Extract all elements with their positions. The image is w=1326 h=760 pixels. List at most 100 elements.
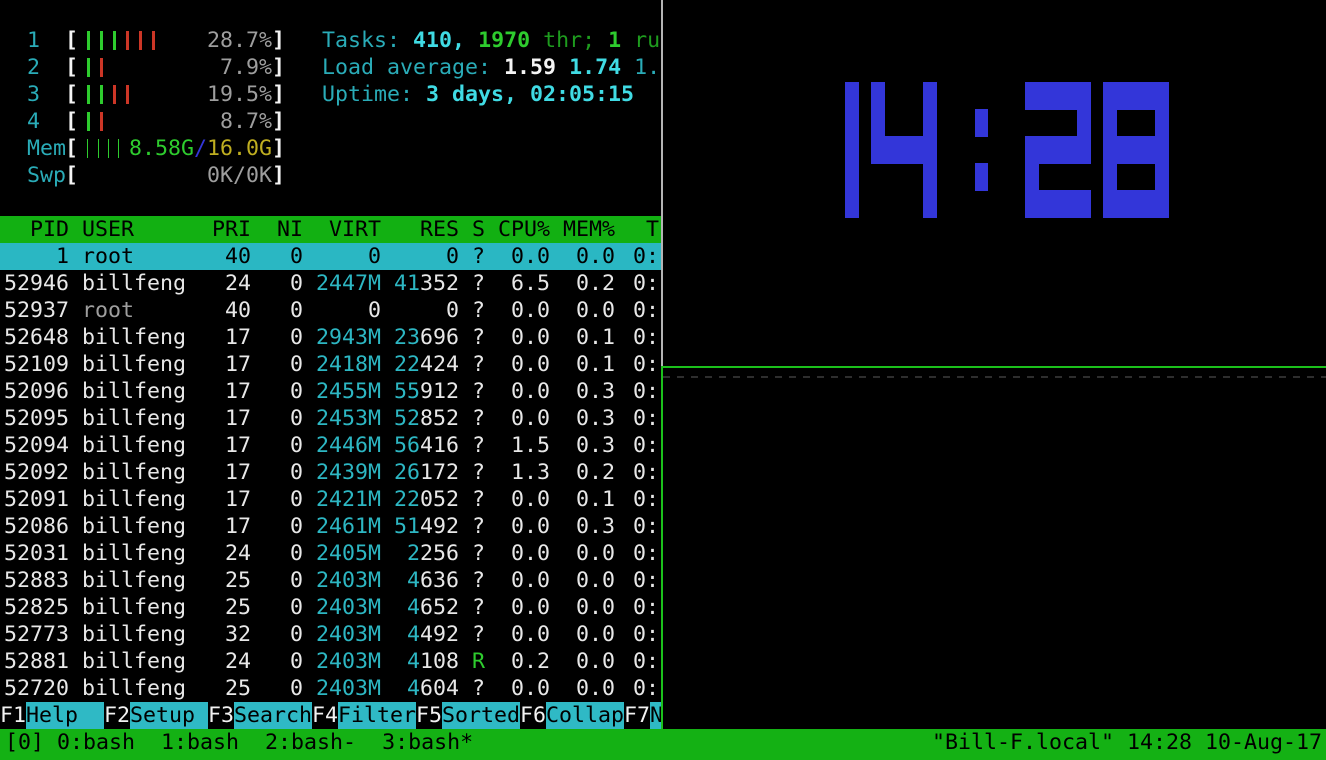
process-row[interactable]: 52109 billfeng 17 0 2418M 22424? 0.0 0.1 0: bbox=[0, 351, 661, 378]
cell-gap bbox=[69, 351, 82, 378]
tmux-window-tab[interactable]: 0:bash bbox=[57, 730, 136, 755]
process-row[interactable]: 52881 billfeng 24 0 2403M 4108 R 0.2 0.0 0: bbox=[0, 648, 661, 675]
shell-pane[interactable]: ► hostnameBill-F.local► pwd/Users/billfe… bbox=[663, 368, 1326, 729]
cell-pid: 52091 bbox=[4, 487, 70, 512]
process-row[interactable]: 52946 billfeng 24 0 2447M 41352? 6.5 0.2 0: bbox=[0, 270, 661, 297]
cell-mem: 0.2 bbox=[575, 271, 615, 296]
cell-user: billfeng bbox=[82, 595, 187, 620]
process-row[interactable]: 52883 billfeng 25 0 2403M 4636? 0.0 0.0 0: bbox=[0, 567, 661, 594]
cell-time: 0: bbox=[632, 352, 659, 377]
cell-time: 0: bbox=[632, 595, 659, 620]
meter-bar bbox=[139, 31, 143, 50]
cell-state: R bbox=[471, 649, 485, 674]
cell-pri: 25 bbox=[224, 676, 251, 701]
process-row[interactable]: 52937 root 40 0 0 0? 0.0 0.0 0: bbox=[0, 297, 661, 324]
pane-divider-vertical-active[interactable] bbox=[661, 366, 663, 729]
process-row[interactable]: 52086 billfeng 17 0 2461M 51492? 0.0 0.3 0: bbox=[0, 513, 661, 540]
clock-colon bbox=[975, 82, 988, 217]
column-header-pri[interactable]: PRI bbox=[211, 217, 251, 242]
cell-state: ? bbox=[471, 298, 485, 323]
cell-res: 4636 bbox=[406, 568, 459, 593]
cell-pid: 52720 bbox=[4, 676, 70, 701]
meter-label: 1 bbox=[27, 28, 41, 53]
column-header-mem[interactable]: MEM% bbox=[562, 217, 615, 242]
cell-virt: 2943M bbox=[315, 325, 381, 350]
uptime-line: Uptime: 3 days, 02:05:15 bbox=[322, 81, 660, 108]
process-row[interactable]: 52031 billfeng 24 0 2405M 2256? 0.0 0.0 0: bbox=[0, 540, 661, 567]
cell-user: billfeng bbox=[82, 271, 187, 296]
meter-bracket: [ bbox=[65, 28, 79, 53]
meter-bar bbox=[100, 112, 104, 131]
cell-user: billfeng bbox=[82, 487, 187, 512]
fkey-f7[interactable]: F7 N bbox=[624, 702, 661, 729]
process-table: PID USER PRI NI VIRT RES S CPU% MEM% T 1 root 40 0 0 0?… bbox=[0, 216, 661, 702]
cell-state: ? bbox=[471, 460, 485, 485]
process-row[interactable]: 52648 billfeng 17 0 2943M 23696? 0.0 0.1 0: bbox=[0, 324, 661, 351]
cpu-meter-2: 2 [7.9%] bbox=[27, 54, 285, 81]
meter-bracket: [ bbox=[65, 55, 79, 80]
fkey-number: F7 bbox=[624, 702, 651, 729]
fkey-f6[interactable]: F6 Collap bbox=[520, 702, 624, 729]
cell-time: 0: bbox=[632, 406, 659, 431]
fkey-f4[interactable]: F4 Filter bbox=[312, 702, 416, 729]
tmux-session-name: [0] bbox=[5, 730, 45, 755]
tmux-window-tab[interactable]: 2:bash- bbox=[265, 730, 357, 755]
process-row[interactable]: 52095 billfeng 17 0 2453M 52852? 0.0 0.3 0: bbox=[0, 405, 661, 432]
clock-pane[interactable] bbox=[663, 0, 1326, 366]
cell-res: 0 bbox=[445, 244, 459, 269]
process-row-selected[interactable]: 1 root 40 0 0 0? 0.0 0.0 0: bbox=[0, 243, 661, 270]
cell-virt: 2403M bbox=[315, 595, 381, 620]
column-header-user[interactable]: USER bbox=[82, 217, 135, 242]
process-row[interactable]: 52773 billfeng 32 0 2403M 4492? 0.0 0.0 0: bbox=[0, 621, 661, 648]
fkey-f2[interactable]: F2 Setup bbox=[104, 702, 208, 729]
column-header-t[interactable]: T bbox=[645, 217, 659, 242]
cell-mem: 0.3 bbox=[575, 379, 615, 404]
pane-divider-horizontal[interactable] bbox=[663, 366, 1326, 368]
swap-meter: Swp[0K/0K] bbox=[27, 162, 285, 189]
cell-virt: 2453M bbox=[315, 406, 381, 431]
cell-mem: 0.0 bbox=[575, 622, 615, 647]
fkey-f5[interactable]: F5 Sorted bbox=[416, 702, 520, 729]
fkey-number: F5 bbox=[416, 702, 443, 729]
pane-divider-vertical[interactable] bbox=[661, 0, 663, 366]
tmux-window-tab[interactable]: 3:bash* bbox=[382, 730, 474, 755]
column-header-ni[interactable]: NI bbox=[276, 217, 303, 242]
column-header-cpu[interactable]: CPU% bbox=[497, 217, 550, 242]
cell-ni: 0 bbox=[289, 298, 303, 323]
cell-virt: 2439M bbox=[315, 460, 381, 485]
process-row[interactable]: 52096 billfeng 17 0 2455M 55912? 0.0 0.3 0: bbox=[0, 378, 661, 405]
fkey-label: Collap bbox=[546, 702, 625, 729]
htop-stats: Tasks: 410, 1970 thr; 1 ru Load average:… bbox=[322, 27, 660, 108]
meter-bracket: ] bbox=[272, 109, 286, 134]
cpu-meter-3: 3 [19.5%] bbox=[27, 81, 285, 108]
cell-user: billfeng bbox=[82, 649, 187, 674]
fkey-f3[interactable]: F3 Search bbox=[208, 702, 312, 729]
process-row[interactable]: 52720 billfeng 25 0 2403M 4604? 0.0 0.0 0: bbox=[0, 675, 661, 702]
meter-value: / bbox=[193, 136, 207, 161]
column-header-virt[interactable]: VIRT bbox=[328, 217, 381, 242]
process-row[interactable]: 52091 billfeng 17 0 2421M 22052? 0.0 0.1 0: bbox=[0, 486, 661, 513]
process-row[interactable]: 52094 billfeng 17 0 2446M 56416? 1.5 0.3 0: bbox=[0, 432, 661, 459]
tmux-window-tab[interactable]: 1:bash bbox=[161, 730, 240, 755]
process-row[interactable]: 52092 billfeng 17 0 2439M 26172? 1.3 0.2 0: bbox=[0, 459, 661, 486]
cell-ni: 0 bbox=[289, 379, 303, 404]
cell-time: 0: bbox=[632, 325, 659, 350]
htop-pane[interactable]: 1[28.7%] 2[7.9%] 3[19.5%] 4[8.7%] Mem[8.58G /… bbox=[0, 0, 661, 729]
column-header-res[interactable]: RES bbox=[419, 217, 459, 242]
cell-gap bbox=[69, 243, 82, 270]
fkey-f1[interactable]: F1 Help bbox=[0, 702, 104, 729]
load-15min: 1. bbox=[634, 55, 661, 80]
meter-bar bbox=[87, 31, 91, 50]
meter-value: 8.58G bbox=[128, 136, 194, 161]
cell-res: 22424 bbox=[393, 352, 459, 377]
cell-ni: 0 bbox=[289, 622, 303, 647]
cell-cpu: 0.0 bbox=[510, 676, 550, 701]
column-header-pid[interactable]: PID bbox=[29, 217, 69, 242]
load-line: Load average: 1.59 1.74 1. bbox=[322, 54, 660, 81]
column-header-s[interactable]: S bbox=[471, 217, 485, 242]
process-row[interactable]: 52825 billfeng 25 0 2403M 4652? 0.0 0.0 0: bbox=[0, 594, 661, 621]
cell-user: billfeng bbox=[82, 325, 187, 350]
cell-mem: 0.3 bbox=[575, 406, 615, 431]
meter-bar-area: 28.7% bbox=[78, 27, 272, 54]
threads-count: 1970 bbox=[478, 28, 531, 53]
